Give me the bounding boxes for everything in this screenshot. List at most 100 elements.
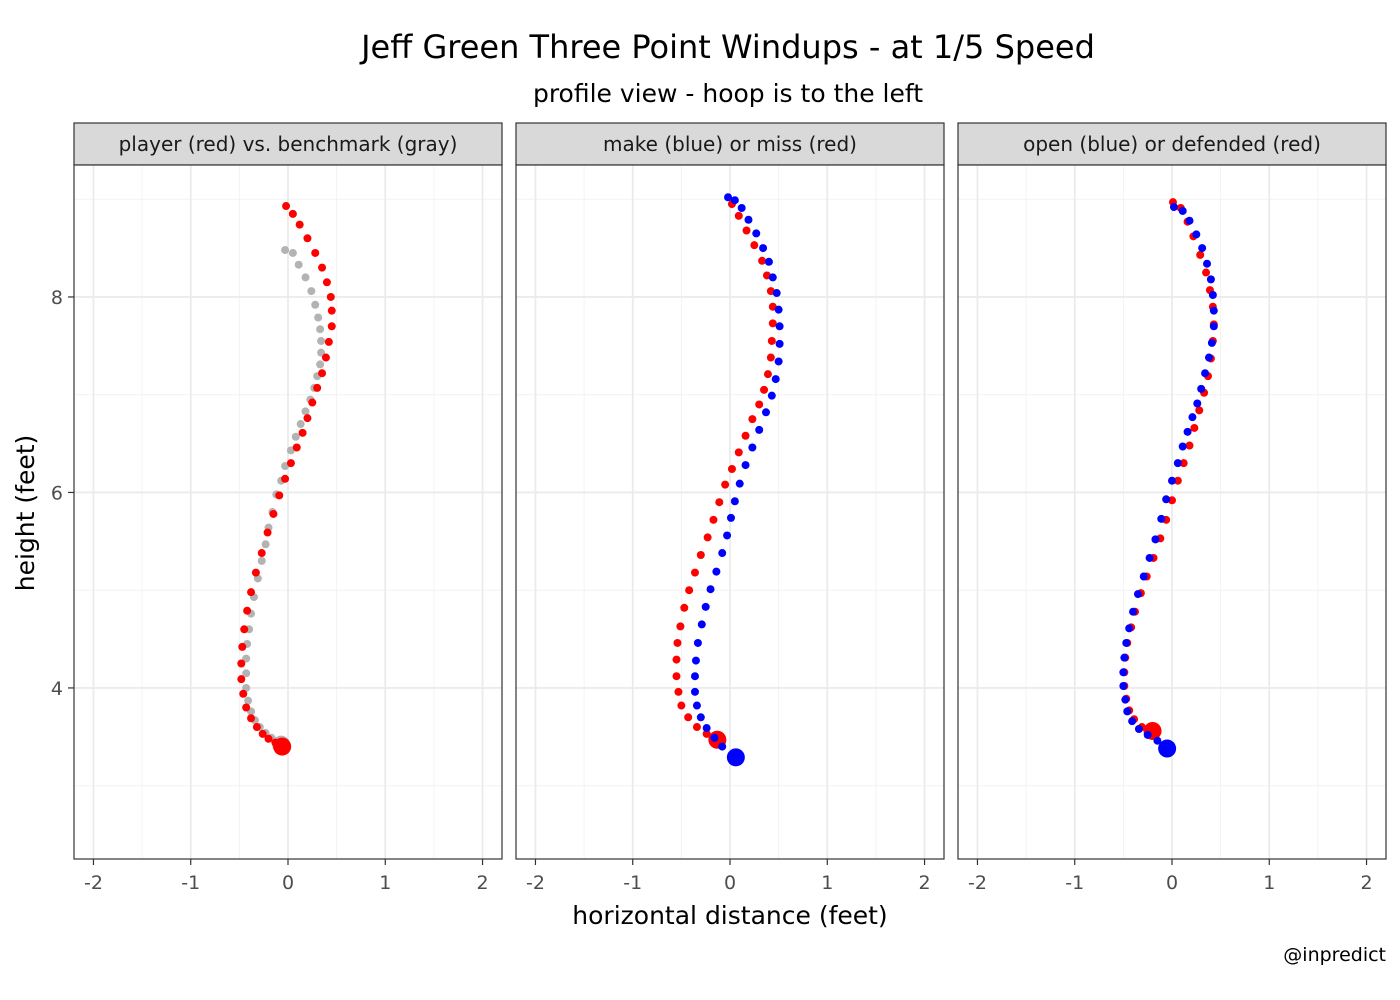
- facet-panel-3: open (blue) or defended (red) -2 -1 0 1 2: [957, 122, 1387, 894]
- data-point: [1196, 250, 1205, 259]
- data-point: [294, 260, 303, 269]
- start-point: [273, 737, 292, 756]
- data-point: [702, 729, 711, 738]
- data-point: [316, 360, 325, 369]
- data-point: [286, 459, 295, 468]
- data-point: [696, 551, 705, 560]
- data-point: [1119, 681, 1128, 690]
- data-point: [690, 672, 699, 681]
- data-point: [742, 226, 751, 235]
- data-point: [1153, 736, 1162, 745]
- data-point: [766, 353, 775, 362]
- x-tick-label: 0: [724, 872, 736, 894]
- data-point: [677, 701, 686, 710]
- data-point: [1192, 230, 1201, 239]
- data-point: [264, 734, 273, 743]
- data-point: [1209, 322, 1218, 331]
- data-point: [247, 714, 256, 723]
- data-point: [1168, 476, 1176, 485]
- chart-subtitle: profile view - hoop is to the left: [533, 79, 923, 108]
- data-point: [1183, 427, 1192, 436]
- data-point: [1120, 653, 1129, 662]
- data-point: [690, 687, 699, 696]
- data-point: [308, 398, 317, 407]
- series-red: [237, 202, 336, 756]
- data-point: [696, 713, 705, 722]
- data-point: [1206, 275, 1215, 284]
- data-point: [247, 588, 256, 597]
- data-point: [258, 729, 267, 738]
- data-point: [1185, 216, 1194, 225]
- data-point: [1190, 423, 1199, 432]
- x-axis-label: horizontal distance (feet): [572, 901, 887, 930]
- data-point: [1207, 338, 1216, 347]
- data-point: [710, 733, 719, 742]
- data-point: [701, 602, 710, 611]
- data-point: [772, 289, 781, 298]
- facet-panel-1: player (red) vs. benchmark (gray) -2 -1 0 1 2: [73, 122, 503, 894]
- facet-strip-label: open (blue) or defended (red): [1023, 132, 1321, 156]
- data-point: [311, 248, 320, 257]
- data-point: [741, 461, 750, 470]
- data-point: [693, 638, 702, 647]
- y-axis-label: height (feet): [11, 435, 40, 592]
- data-point: [1128, 717, 1137, 726]
- data-point: [317, 336, 326, 345]
- data-point: [734, 211, 743, 220]
- data-point: [768, 273, 777, 282]
- data-point: [684, 713, 693, 722]
- data-point: [243, 606, 252, 615]
- facet-panel-2: make (blue) or miss (red) -2 -1 0 1 2: [515, 122, 945, 894]
- data-point: [691, 656, 700, 665]
- x-tick-label: 1: [821, 872, 833, 894]
- data-point: [1209, 306, 1218, 315]
- data-point: [692, 723, 701, 732]
- data-point: [748, 443, 757, 452]
- data-point: [672, 672, 681, 681]
- x-tick-label: -1: [1065, 872, 1084, 894]
- data-point: [257, 549, 266, 558]
- data-point: [1122, 638, 1131, 647]
- data-point: [724, 193, 733, 202]
- data-point: [298, 428, 307, 437]
- data-point: [748, 415, 757, 424]
- x-tick-label: 1: [1263, 872, 1275, 894]
- data-point: [737, 204, 746, 213]
- data-point: [317, 348, 326, 357]
- data-point: [752, 229, 761, 238]
- data-point: [318, 263, 327, 272]
- x-tick-label: 2: [918, 872, 930, 894]
- data-point: [726, 513, 735, 522]
- facet-strip-label: make (blue) or miss (red): [603, 132, 857, 156]
- data-point: [257, 556, 266, 565]
- data-point: [313, 383, 322, 392]
- data-point: [735, 479, 744, 488]
- data-point: [240, 625, 249, 634]
- facet-strip: [957, 122, 1387, 166]
- data-point: [758, 256, 767, 265]
- data-point: [1125, 624, 1134, 633]
- data-point: [288, 209, 297, 218]
- data-point: [1133, 590, 1142, 599]
- data-point: [702, 724, 711, 733]
- data-point: [242, 654, 251, 663]
- data-point: [1201, 369, 1210, 378]
- data-point: [709, 515, 718, 524]
- data-point: [1188, 413, 1197, 422]
- x-tick-label: 0: [1166, 872, 1178, 894]
- x-tick-label: -2: [968, 872, 987, 894]
- data-point: [282, 202, 291, 211]
- data-point: [1123, 707, 1132, 716]
- data-point: [718, 549, 727, 558]
- data-point: [775, 322, 784, 331]
- start-point: [1158, 739, 1177, 758]
- data-point: [238, 642, 247, 651]
- y-tick-label: 4: [51, 678, 63, 700]
- data-point: [288, 248, 297, 257]
- data-point: [676, 622, 685, 631]
- facet-strip-label: player (red) vs. benchmark (gray): [119, 132, 458, 156]
- data-point: [251, 568, 260, 577]
- data-point: [755, 400, 764, 409]
- data-point: [316, 325, 325, 334]
- data-point: [239, 689, 248, 698]
